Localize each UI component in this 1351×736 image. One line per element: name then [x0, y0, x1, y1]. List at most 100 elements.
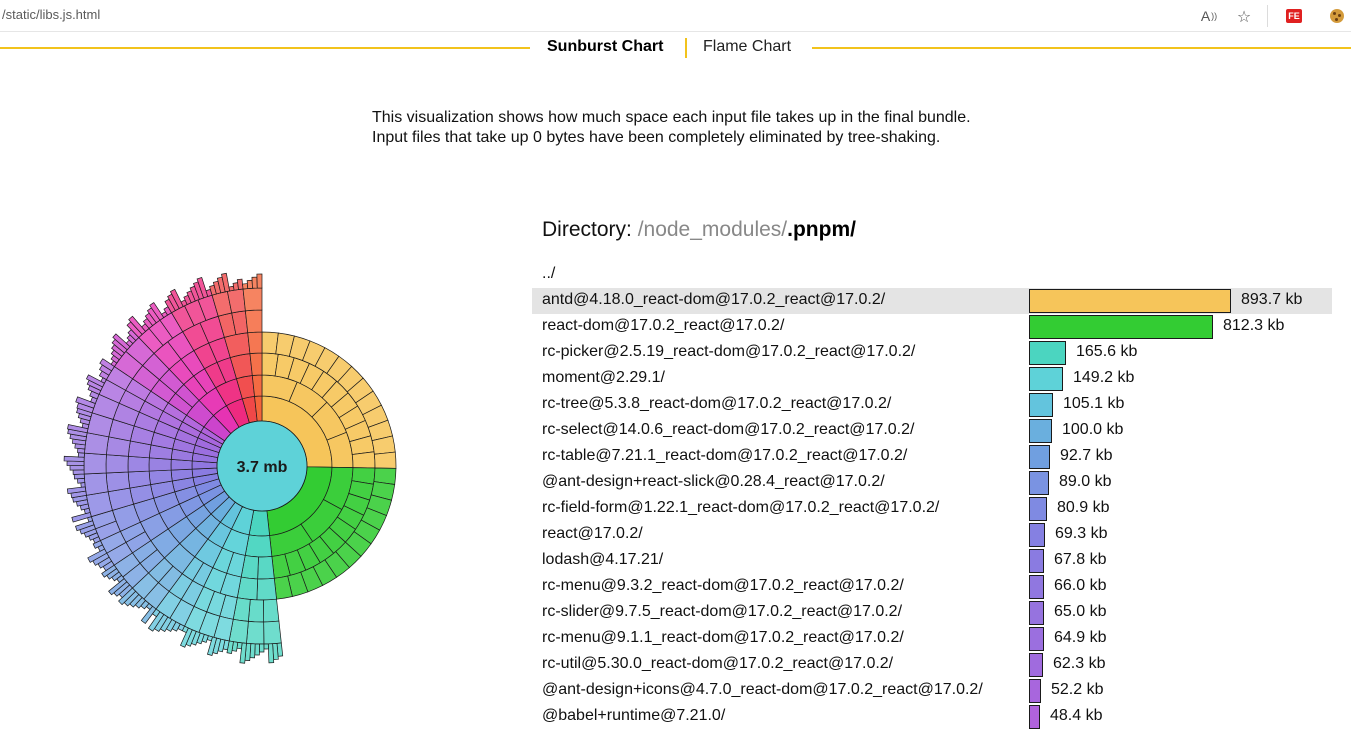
sunburst-segment[interactable] [251, 276, 258, 289]
description-text: This visualization shows how much space … [372, 109, 971, 146]
file-row[interactable]: react-dom@17.0.2_react@17.0.2/812.3 kb [532, 314, 1332, 340]
size-bar [1029, 497, 1047, 521]
sunburst-segment[interactable] [245, 309, 263, 334]
file-row[interactable]: rc-select@14.0.6_react-dom@17.0.2_react@… [532, 418, 1332, 444]
sunburst-segment[interactable] [148, 457, 172, 472]
parent-directory-link[interactable]: ../ [542, 265, 556, 282]
file-size: 149.2 kb [1073, 369, 1135, 386]
sunburst-segment[interactable] [263, 643, 269, 650]
sunburst-segment[interactable] [242, 287, 263, 312]
read-aloud-icon[interactable]: A)) [1200, 8, 1218, 24]
file-size: 165.6 kb [1076, 343, 1138, 360]
directory-path-link[interactable]: /node_modules/ [637, 218, 788, 241]
file-row[interactable]: @ant-design+icons@4.7.0_react-dom@17.0.2… [532, 678, 1332, 704]
size-bar [1029, 445, 1050, 469]
sunburst-segment[interactable] [244, 534, 273, 558]
directory-label: Directory: [542, 218, 638, 241]
file-name: react-dom@17.0.2_react@17.0.2/ [542, 317, 785, 334]
file-list: antd@4.18.0_react-dom@17.0.2_react@17.0.… [532, 288, 1332, 730]
sunburst-segment[interactable] [83, 472, 109, 496]
file-name: rc-menu@9.1.1_react-dom@17.0.2_react@17.… [542, 629, 904, 646]
size-bar [1029, 601, 1044, 625]
file-row[interactable]: rc-tree@5.3.8_react-dom@17.0.2_react@17.… [532, 392, 1332, 418]
sunburst-segment[interactable] [69, 465, 85, 471]
file-row[interactable]: @babel+runtime@7.21.0/48.4 kb [532, 704, 1332, 730]
file-size: 92.7 kb [1060, 447, 1113, 464]
sunburst-segment[interactable] [267, 643, 275, 664]
file-row[interactable]: @ant-design+react-slick@0.28.4_react@17.… [532, 470, 1332, 496]
file-name: rc-menu@9.3.2_react-dom@17.0.2_react@17.… [542, 577, 904, 594]
tab-sunburst-chart[interactable]: Sunburst Chart [547, 38, 664, 55]
sunburst-segment[interactable] [259, 643, 265, 653]
size-bar [1029, 523, 1045, 547]
sunburst-segment[interactable] [73, 473, 85, 480]
sunburst-segment[interactable] [246, 279, 253, 289]
tab-flame-chart[interactable]: Flame Chart [703, 38, 792, 55]
file-row[interactable]: rc-table@7.21.1_react-dom@17.0.2_react@1… [532, 444, 1332, 470]
sunburst-segment[interactable] [80, 482, 86, 488]
size-bar [1029, 679, 1041, 703]
file-name: rc-util@5.30.0_react-dom@17.0.2_react@17… [542, 655, 894, 672]
fe-extension-icon[interactable]: FE [1282, 4, 1306, 28]
sunburst-segment[interactable] [127, 455, 150, 473]
sunburst-segment[interactable] [256, 273, 263, 289]
sunburst-segment[interactable] [263, 598, 280, 623]
file-name: rc-tree@5.3.8_react-dom@17.0.2_react@17.… [542, 395, 892, 412]
file-name: moment@2.29.1/ [542, 369, 665, 386]
file-size: 812.3 kb [1223, 317, 1285, 334]
size-bar [1029, 419, 1052, 443]
size-bar [1029, 367, 1063, 391]
toolbar-divider [1267, 5, 1268, 27]
file-name: lodash@4.17.21/ [542, 551, 664, 568]
file-row[interactable]: moment@2.29.1/149.2 kb [532, 366, 1332, 392]
sunburst-segment[interactable] [247, 599, 265, 623]
file-row[interactable]: rc-menu@9.1.1_react-dom@17.0.2_react@17.… [532, 626, 1332, 652]
sunburst-chart[interactable]: 3.7 mb [40, 232, 480, 692]
file-size: 69.3 kb [1055, 525, 1108, 542]
size-bar [1029, 471, 1049, 495]
sunburst-center[interactable] [216, 420, 308, 512]
directory-current: .pnpm/ [787, 218, 856, 241]
cookie-extension-icon[interactable] [1325, 4, 1349, 28]
file-size: 64.9 kb [1054, 629, 1107, 646]
sunburst-segment[interactable] [263, 620, 282, 645]
sunburst-segment[interactable] [256, 577, 277, 601]
sunburst-segment[interactable] [72, 469, 85, 475]
file-row[interactable]: react@17.0.2/69.3 kb [532, 522, 1332, 548]
file-row[interactable]: rc-slider@9.7.5_react-dom@17.0.2_react@1… [532, 600, 1332, 626]
file-row[interactable]: antd@4.18.0_react-dom@17.0.2_react@17.0.… [532, 288, 1332, 314]
total-size-label: 3.7 mb [237, 459, 288, 476]
file-name: antd@4.18.0_react-dom@17.0.2_react@17.0.… [542, 291, 886, 308]
sunburst-segment[interactable] [374, 451, 397, 469]
file-name: react@17.0.2/ [542, 525, 643, 542]
file-row[interactable]: rc-picker@2.5.19_react-dom@17.0.2_react@… [532, 340, 1332, 366]
address-bar[interactable]: /static/libs.js.html [2, 7, 101, 22]
sunburst-segment[interactable] [247, 331, 263, 355]
file-row[interactable]: rc-util@5.30.0_react-dom@17.0.2_react@17… [532, 652, 1332, 678]
sunburst-segment[interactable] [105, 471, 131, 493]
sunburst-segment[interactable] [249, 352, 263, 376]
directory-heading: Directory: /node_modules/.pnpm/ [542, 218, 856, 242]
file-size: 52.2 kb [1051, 681, 1104, 698]
sunburst-segment[interactable] [254, 643, 260, 656]
sunburst-segment[interactable] [351, 451, 376, 469]
file-size: 66.0 kb [1054, 577, 1107, 594]
size-bar [1029, 575, 1044, 599]
sunburst-segment[interactable] [105, 454, 129, 474]
file-row[interactable]: rc-field-form@1.22.1_react-dom@17.0.2_re… [532, 496, 1332, 522]
sunburst-segment[interactable] [246, 621, 265, 645]
sunburst-segment[interactable] [236, 278, 244, 290]
file-row[interactable]: lodash@4.17.21/67.8 kb [532, 548, 1332, 574]
file-name: rc-table@7.21.1_react-dom@17.0.2_react@1… [542, 447, 908, 464]
sunburst-segment[interactable] [127, 470, 151, 489]
file-size: 893.7 kb [1241, 291, 1303, 308]
add-favorite-icon[interactable]: ☆ [1236, 6, 1252, 26]
file-size: 100.0 kb [1062, 421, 1124, 438]
file-size: 65.0 kb [1054, 603, 1107, 620]
file-row[interactable]: rc-menu@9.3.2_react-dom@17.0.2_react@17.… [532, 574, 1332, 600]
file-size: 62.3 kb [1053, 655, 1106, 672]
file-size: 89.0 kb [1059, 473, 1112, 490]
sunburst-segment[interactable] [83, 452, 107, 475]
sunburst-segment[interactable] [257, 556, 275, 580]
sunburst-segment[interactable] [242, 283, 249, 290]
